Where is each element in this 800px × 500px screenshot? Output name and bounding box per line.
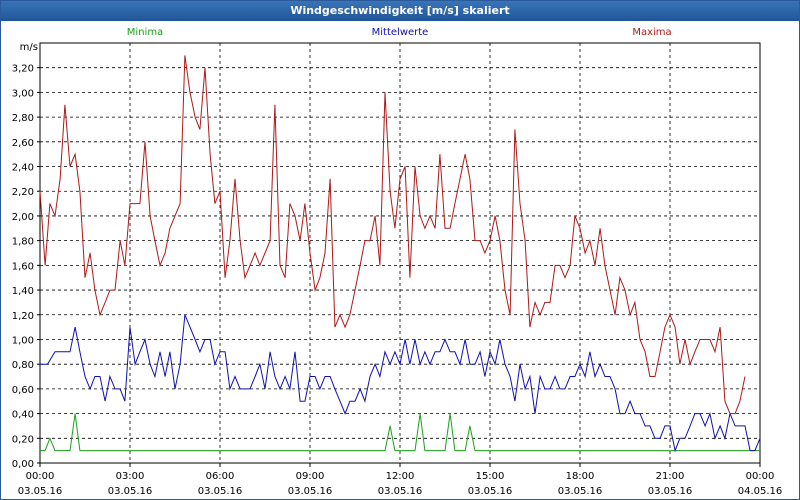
y-tick-label: 3,20 — [12, 64, 34, 75]
y-tick-label: 0,00 — [12, 459, 34, 470]
x-tick-date-label: 03.05.16 — [198, 486, 243, 497]
y-tick-label: 1,40 — [12, 286, 34, 297]
y-tick-label: 0,20 — [12, 434, 34, 445]
x-tick-date-label: 03.05.16 — [468, 486, 513, 497]
x-tick-date-label: 03.05.16 — [18, 486, 63, 497]
x-tick-time-label: 00:00 — [746, 471, 775, 482]
series-line-mittelwerte — [40, 314, 761, 453]
y-tick-label: 0,60 — [12, 385, 34, 396]
y-tick-label: 2,20 — [12, 187, 34, 198]
y-tick-label: 1,60 — [12, 261, 34, 272]
series-line-maxima — [39, 55, 746, 415]
x-tick-date-label: 03.05.16 — [558, 486, 603, 497]
legend-minima: Minima — [127, 27, 163, 38]
x-tick-date-label: 04.05.16 — [738, 486, 783, 497]
x-tick-date-label: 03.05.16 — [288, 486, 333, 497]
x-tick-time-label: 09:00 — [296, 471, 325, 482]
x-tick-time-label: 00:00 — [26, 471, 55, 482]
x-tick-date-label: 03.05.16 — [108, 486, 153, 497]
y-tick-label: 1,20 — [12, 311, 34, 322]
x-tick-date-label: 03.05.16 — [648, 486, 693, 497]
y-tick-label: 1,00 — [12, 335, 34, 346]
x-tick-time-label: 21:00 — [656, 471, 685, 482]
y-tick-label: 1,80 — [12, 237, 34, 248]
y-tick-label: 2,60 — [12, 138, 34, 149]
y-tick-label: 2,00 — [12, 212, 34, 223]
y-tick-label: 3,00 — [12, 88, 34, 99]
x-tick-time-label: 06:00 — [206, 471, 235, 482]
legend-maxima: Maxima — [632, 27, 671, 38]
y-axis-label: m/s — [20, 42, 38, 53]
series-line-minima — [40, 413, 760, 452]
x-tick-time-label: 03:00 — [116, 471, 145, 482]
y-tick-label: 2,40 — [12, 163, 34, 174]
y-tick-label: 0,40 — [12, 410, 34, 421]
window-title: Windgeschwindigkeit [m/s] skaliert — [1, 1, 799, 21]
x-tick-date-label: 03.05.16 — [378, 486, 423, 497]
x-tick-time-label: 12:00 — [386, 471, 415, 482]
legend-mittelwerte: Mittelwerte — [372, 27, 429, 38]
y-tick-label: 0,80 — [12, 360, 34, 371]
x-tick-time-label: 15:00 — [476, 471, 505, 482]
y-tick-label: 2,80 — [12, 113, 34, 124]
x-tick-time-label: 18:00 — [566, 471, 595, 482]
